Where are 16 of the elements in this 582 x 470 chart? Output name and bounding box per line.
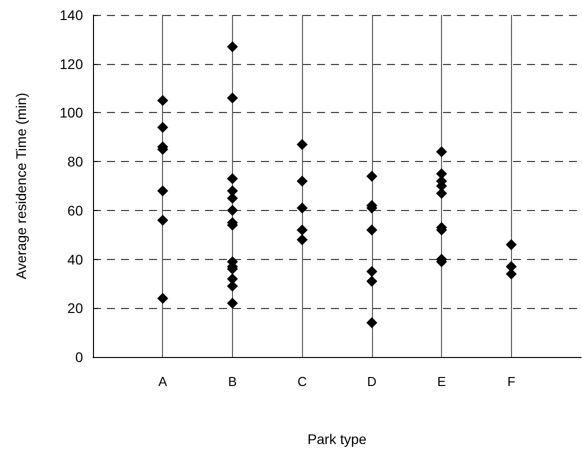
x-tick-label: E xyxy=(437,374,446,389)
y-tick-label: 60 xyxy=(67,202,84,218)
y-tick-label: 120 xyxy=(60,56,84,72)
x-tick-label: C xyxy=(297,374,307,389)
x-tick-label: B xyxy=(228,374,237,389)
x-tick-label: D xyxy=(367,374,377,389)
y-axis-title: Average residence Time (min) xyxy=(13,92,29,280)
x-tick-label: A xyxy=(158,374,168,389)
y-tick-label: 20 xyxy=(67,300,84,316)
x-tick-label: F xyxy=(507,374,516,389)
y-tick-label: 80 xyxy=(67,154,84,170)
x-axis-title: Park type xyxy=(307,431,367,447)
y-tick-label: 0 xyxy=(75,349,84,365)
y-tick-label: 140 xyxy=(60,7,84,23)
y-tick-label: 100 xyxy=(60,104,84,121)
y-tick-label: 40 xyxy=(67,251,84,268)
